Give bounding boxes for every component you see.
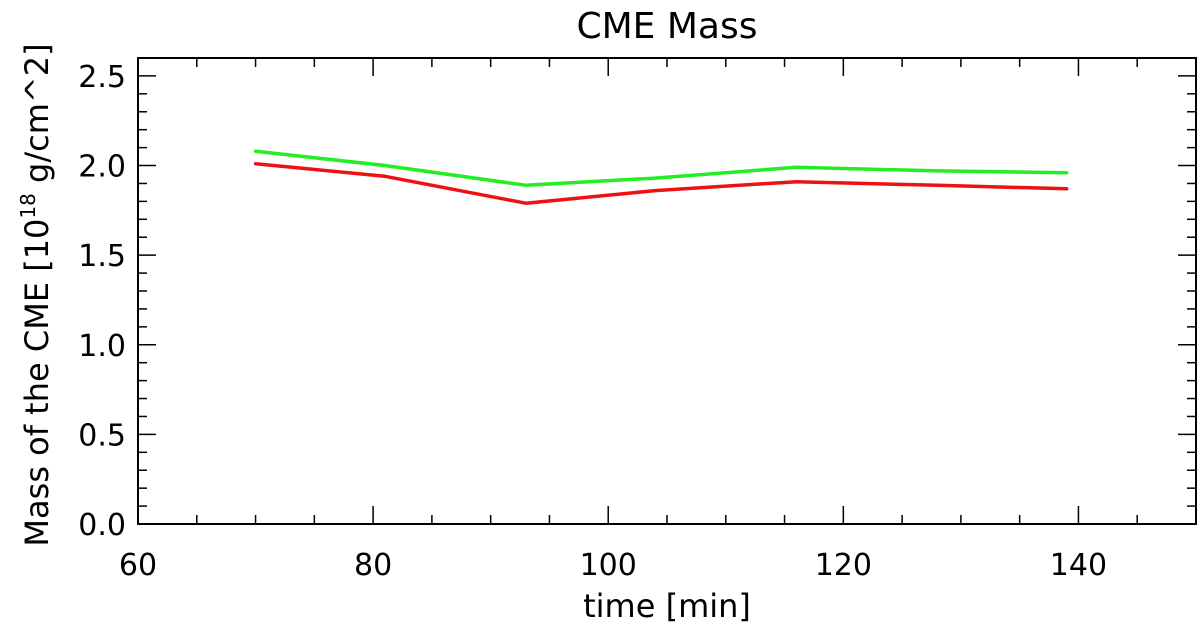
axis-tick-labels: 60 80 100 120 140 0.0 0.5 1.0 1.5 2.0 2.5 — [78, 60, 1107, 583]
y-axis-label: Mass of the CME [1018 g/cm^2] — [16, 43, 56, 546]
x-tick-label: 60 — [119, 548, 157, 583]
x-tick-label: 100 — [580, 548, 637, 583]
y-axis-label-exponent: 18 — [16, 193, 40, 218]
data-series — [253, 149, 1069, 205]
y-tick-label: 1.5 — [78, 239, 126, 274]
x-tick-label: 120 — [815, 548, 872, 583]
x-axis-label: time [min] — [583, 587, 751, 625]
y-tick-label: 1.0 — [78, 329, 126, 364]
y-axis-label-suffix: g/cm^2] — [18, 43, 56, 193]
y-tick-label: 0.5 — [78, 418, 126, 453]
x-tick-label: 140 — [1050, 548, 1107, 583]
plot-frame — [137, 57, 1197, 525]
y-tick-label: 0.0 — [78, 508, 126, 543]
x-tick-label: 80 — [354, 548, 392, 583]
axis-ticks — [137, 57, 1197, 525]
y-axis-label-prefix: Mass of the CME [10 — [18, 219, 56, 547]
y-tick-label: 2.5 — [78, 60, 126, 95]
series-line-1 — [253, 149, 1069, 188]
chart-title: CME Mass — [576, 6, 757, 47]
y-tick-label: 2.0 — [78, 150, 126, 185]
series-line-2 — [253, 161, 1069, 205]
